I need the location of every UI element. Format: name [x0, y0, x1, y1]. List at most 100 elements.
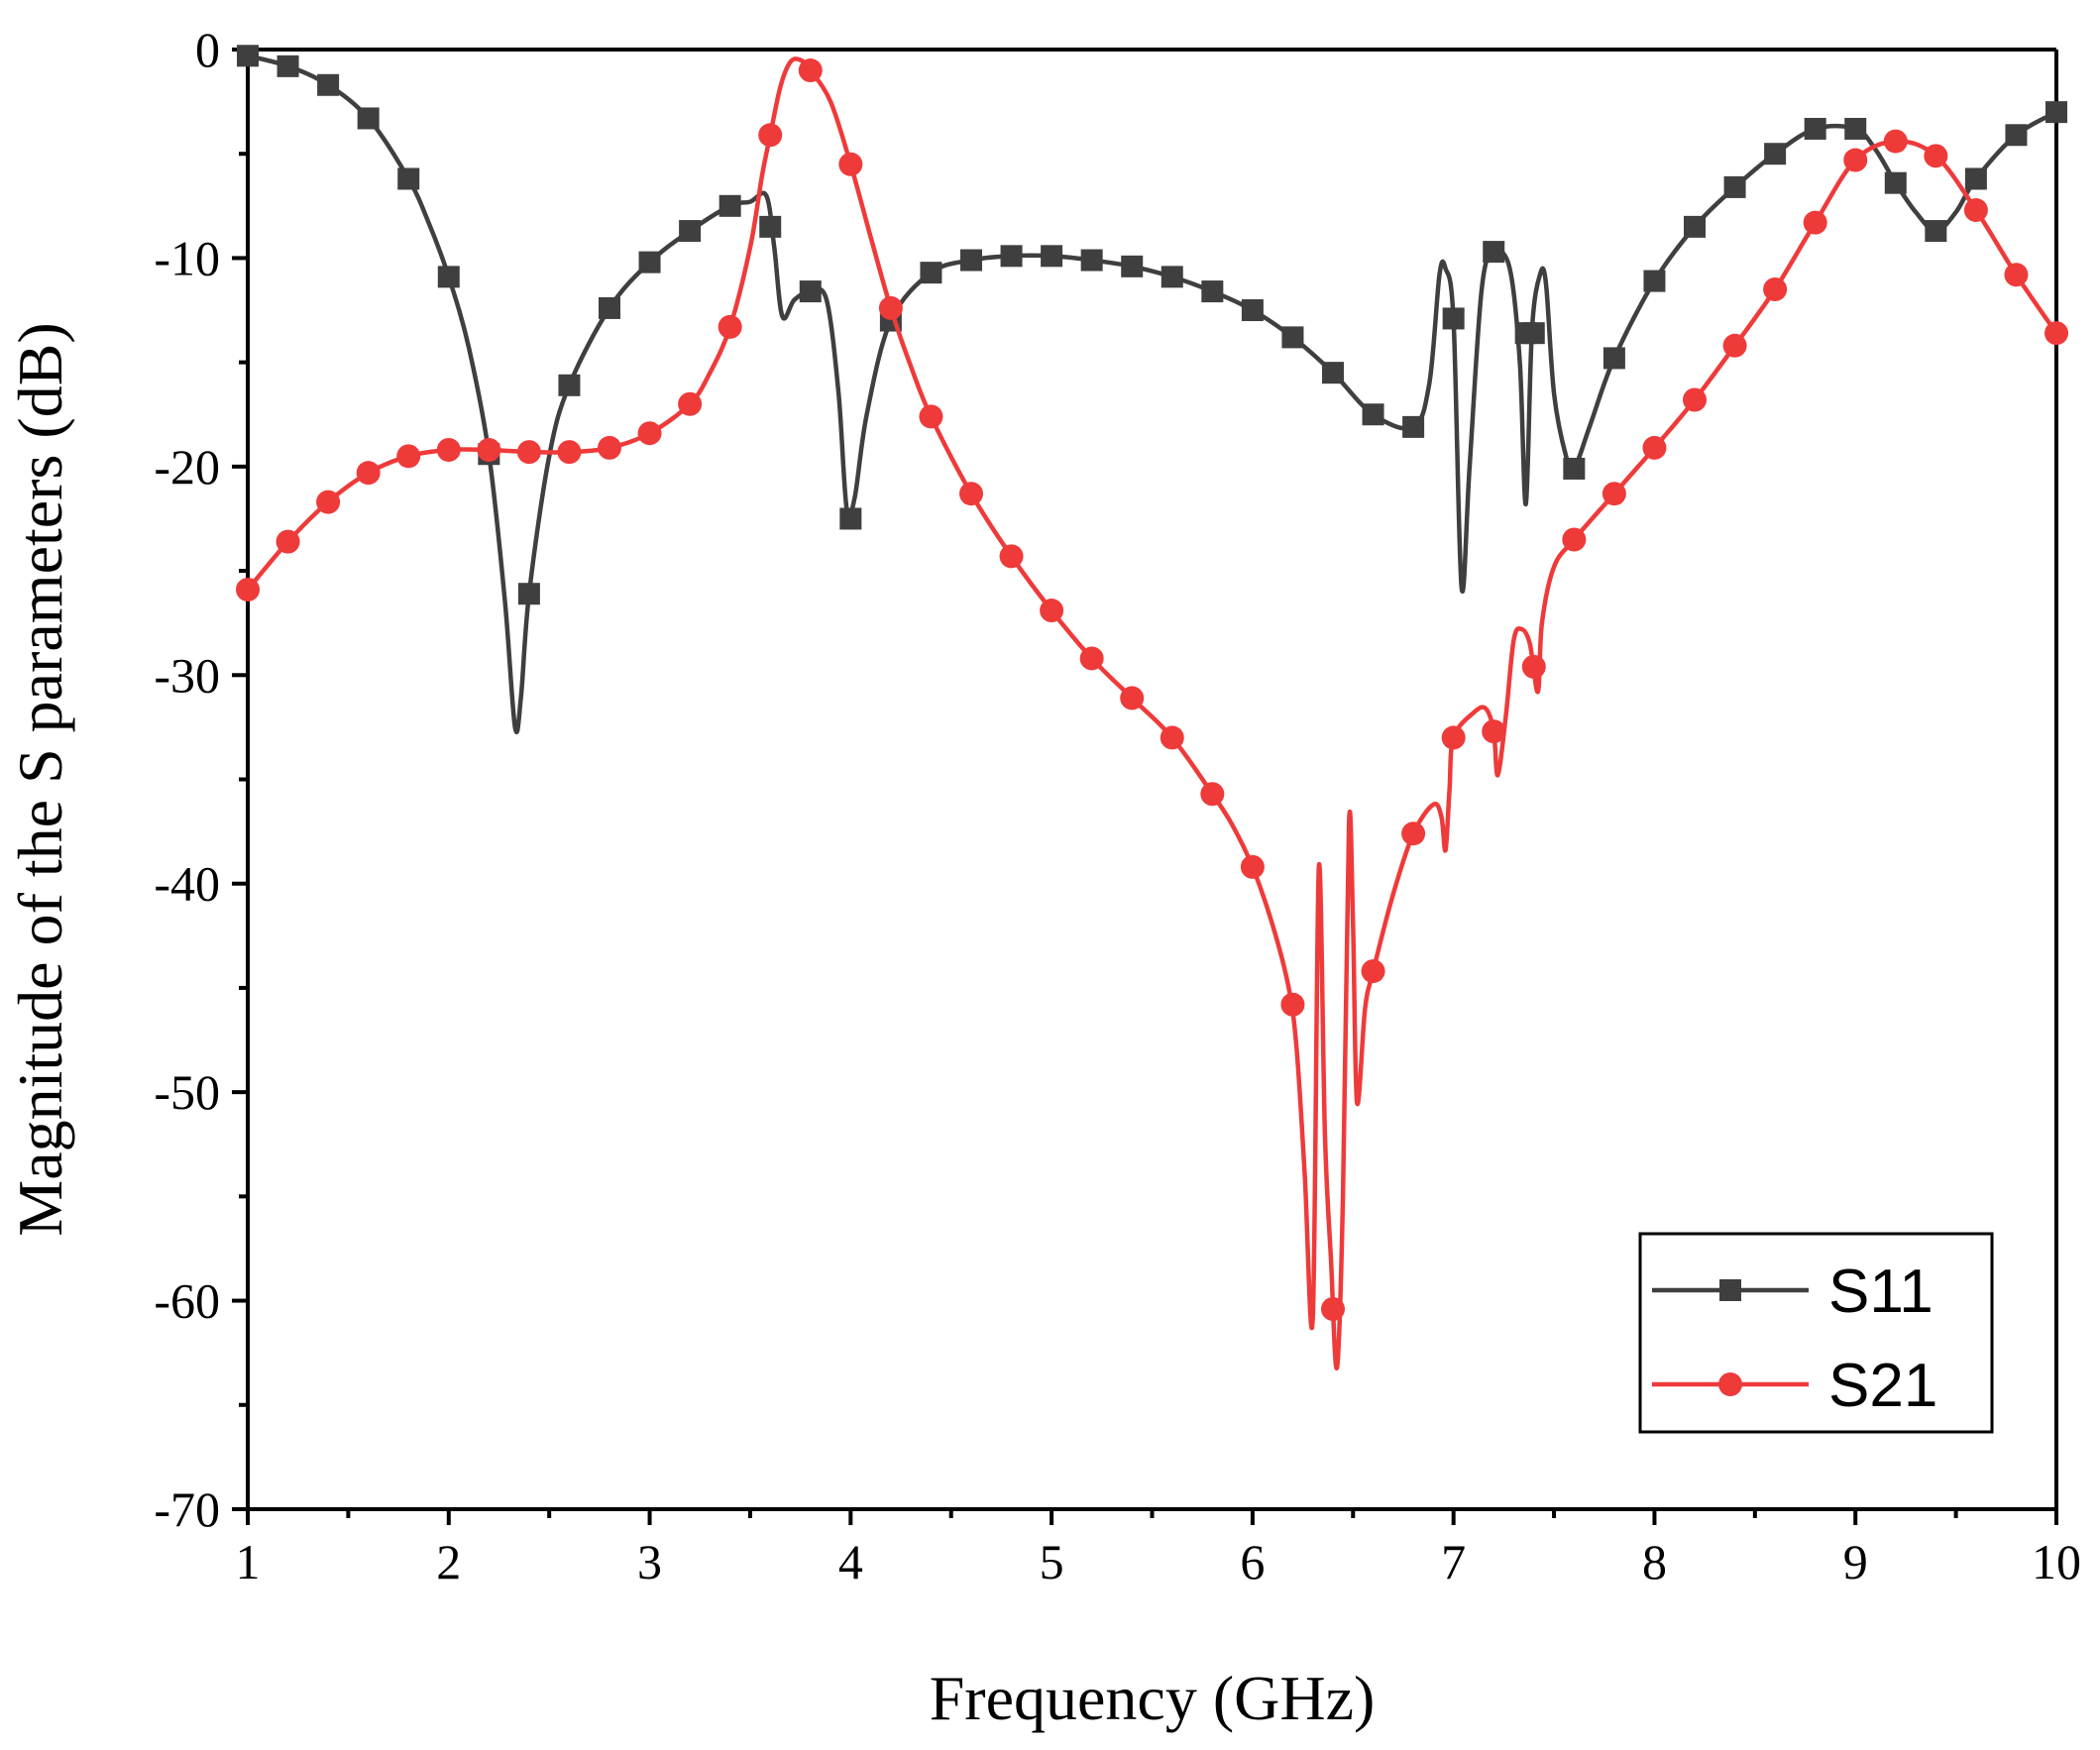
s21-marker [1120, 686, 1145, 711]
s11-marker [1684, 215, 1706, 238]
s21-marker [1602, 482, 1626, 506]
x-axis-title: Frequency (GHz) [930, 1663, 1376, 1733]
s11-marker [1563, 457, 1586, 480]
s21-marker [1963, 198, 1988, 223]
s11-marker [1442, 307, 1465, 330]
s11-line [247, 54, 2058, 735]
y-tick-label: -20 [154, 439, 220, 494]
s11-marker [1322, 362, 1344, 384]
s11-marker [1603, 347, 1625, 370]
s11-marker [1764, 143, 1787, 165]
s11-marker [397, 167, 420, 190]
legend-swatch-marker [1718, 1372, 1742, 1396]
x-tick-label: 7 [1441, 1534, 1466, 1589]
s11-marker [1041, 245, 1063, 268]
s21-marker [1441, 725, 1466, 750]
s21-marker [1683, 387, 1707, 412]
s11-marker [679, 220, 702, 243]
s11-marker [357, 107, 380, 130]
s11-marker [276, 55, 299, 77]
s21-marker [1160, 725, 1184, 750]
s21-marker [436, 438, 461, 463]
s11-marker [2005, 124, 2028, 147]
s21-marker [1642, 435, 1667, 460]
s21-marker [1280, 992, 1305, 1017]
s11-marker [1884, 171, 1907, 194]
s11-marker [1964, 167, 1987, 190]
legend-label: S11 [1828, 1258, 1934, 1326]
s11-marker [1723, 175, 1746, 198]
x-tick-label: 8 [1642, 1534, 1667, 1589]
s11-marker [718, 194, 741, 217]
s21-marker [1361, 959, 1385, 984]
s21-marker [798, 58, 823, 83]
legend-label: S21 [1828, 1352, 1937, 1420]
ticks: 1 2 3 4 5 6 7 8 9 10 0 -10 -20 -30 -40 -50 -60 -70 [154, 22, 2081, 1589]
s11-marker [1241, 299, 1264, 322]
s21-marker [919, 404, 943, 429]
s21-marker [637, 421, 662, 446]
s21-marker [1521, 654, 1546, 679]
s11-marker [1362, 403, 1384, 426]
y-tick-label: -40 [154, 856, 220, 912]
s11-marker [558, 374, 581, 396]
s11-marker [1402, 415, 1425, 438]
s11-marker [2045, 101, 2067, 124]
s21-marker [1079, 646, 1104, 671]
series-s21 [236, 56, 2068, 1370]
s21-marker [1321, 1296, 1345, 1321]
y-tick-label: 0 [195, 22, 220, 77]
x-tick-label: 3 [637, 1534, 662, 1589]
s11-marker [517, 583, 540, 605]
y-tick-label: -70 [154, 1481, 220, 1537]
s11-marker [920, 262, 942, 284]
x-tick-label: 2 [436, 1534, 461, 1589]
s21-marker [396, 444, 421, 469]
s11-marker [317, 73, 340, 96]
s21-marker [1722, 333, 1747, 358]
y-tick-label: -10 [154, 230, 220, 285]
s21-marker [316, 490, 341, 514]
s21-marker [557, 440, 582, 465]
s11-marker [759, 215, 782, 238]
y-tick-label: -50 [154, 1064, 220, 1120]
s11-marker [1161, 266, 1183, 288]
s11-marker [237, 45, 259, 67]
legend-box [1638, 1232, 1994, 1434]
s21-marker [1843, 148, 1868, 172]
s21-marker [356, 461, 381, 486]
s21-marker [878, 295, 903, 320]
y-tick-label: -60 [154, 1273, 220, 1329]
series-layer [236, 45, 2068, 1370]
s21-marker [1562, 527, 1587, 552]
s21-marker [1482, 719, 1506, 744]
s11-marker [839, 507, 862, 530]
x-tick-label: 1 [236, 1534, 261, 1589]
s21-marker [516, 440, 541, 465]
y-tick-label: -30 [154, 647, 220, 703]
s11-marker [960, 249, 982, 272]
legend-item-s21: S21 [1652, 1352, 1937, 1420]
s21-marker [236, 578, 260, 602]
x-tick-label: 5 [1040, 1534, 1064, 1589]
s11-marker [1201, 280, 1224, 303]
s11-marker [1643, 270, 1666, 292]
legend-swatch-marker [1719, 1279, 1741, 1301]
s11-marker [1925, 220, 1947, 243]
s11-marker [437, 266, 460, 288]
legend-item-s11: S11 [1652, 1258, 1934, 1326]
s11-marker [1080, 249, 1103, 272]
s21-marker [1924, 144, 1948, 168]
s11-marker [599, 296, 620, 319]
s21-marker [959, 482, 983, 506]
s21-marker [598, 435, 621, 460]
s21-marker [999, 544, 1024, 569]
s11-marker [1844, 117, 1867, 140]
s11-marker [1804, 117, 1826, 140]
s21-marker [477, 438, 501, 463]
s21-marker [678, 391, 703, 416]
s21-marker [838, 152, 863, 176]
s21-marker [1240, 854, 1265, 879]
